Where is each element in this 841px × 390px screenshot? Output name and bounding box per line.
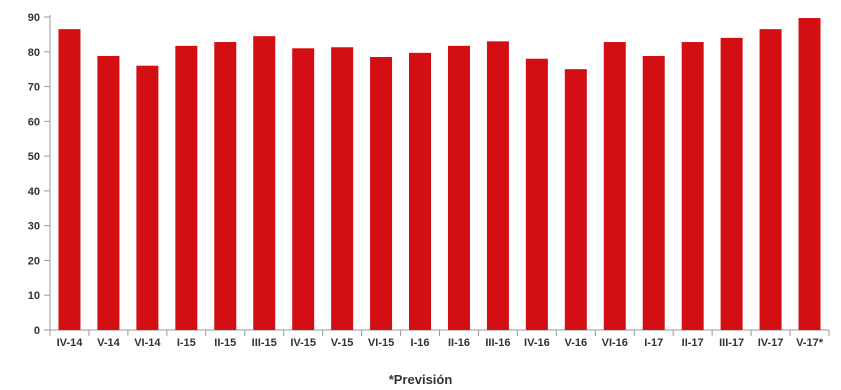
x-tick-label: VI-14 xyxy=(134,337,161,349)
y-tick-label: 20 xyxy=(28,255,40,267)
x-tick-label: III-16 xyxy=(485,337,510,349)
bar xyxy=(214,42,237,330)
y-tick-label: 70 xyxy=(28,82,40,94)
bar xyxy=(681,42,704,330)
x-tick-label: V-16 xyxy=(565,337,588,349)
bars-group xyxy=(58,18,821,331)
bar xyxy=(331,47,354,331)
bar xyxy=(486,41,509,330)
y-tick-label: 60 xyxy=(28,116,40,128)
bar xyxy=(58,29,81,331)
bar xyxy=(175,45,198,331)
x-tick-label: I-17 xyxy=(644,337,663,349)
y-tick-label: 90 xyxy=(28,12,40,24)
footnote: *Previsión xyxy=(388,372,453,387)
bar-chart: 0 10 20 30 40 50 60 70 80 90 IV-14 V-14 VI-14 I-15 II… xyxy=(28,12,830,349)
bar xyxy=(759,29,782,331)
bar xyxy=(370,56,393,330)
x-tick-label: V-15 xyxy=(331,337,354,349)
x-tick-label: IV-14 xyxy=(57,337,84,349)
bar xyxy=(603,42,626,330)
y-tick-label: 0 xyxy=(34,325,40,337)
bar xyxy=(642,55,665,330)
bar xyxy=(136,65,159,330)
y-tick-label: 10 xyxy=(28,290,40,302)
x-tick-label: III-17 xyxy=(719,337,744,349)
x-tick-label: VI-15 xyxy=(368,337,394,349)
x-tick-label: V-14 xyxy=(97,337,121,349)
x-tick-label: II-17 xyxy=(682,337,704,349)
x-tick-label: I-16 xyxy=(411,337,430,349)
y-tick-label: 40 xyxy=(28,186,40,198)
x-tick-label: IV-16 xyxy=(524,337,550,349)
bar xyxy=(253,36,276,330)
x-axis: IV-14 V-14 VI-14 I-15 II-15 III-15 IV-15 V-15 VI… xyxy=(49,329,830,349)
bar xyxy=(447,45,470,331)
x-tick-label: II-15 xyxy=(214,337,236,349)
bar xyxy=(564,69,587,331)
x-tick-label: II-16 xyxy=(448,337,470,349)
y-tick-label: 50 xyxy=(28,151,40,163)
y-tick-label: 80 xyxy=(28,47,40,59)
x-tick-label: I-15 xyxy=(177,337,196,349)
x-tick-label: IV-17 xyxy=(758,337,784,349)
bar xyxy=(292,48,315,331)
bar xyxy=(97,55,120,330)
bar xyxy=(409,52,432,331)
y-axis: 0 10 20 30 40 50 60 70 80 90 xyxy=(28,12,51,337)
y-tick-label: 30 xyxy=(28,221,40,233)
bar xyxy=(720,37,743,330)
bar xyxy=(525,58,548,330)
x-tick-label: V-17* xyxy=(796,337,824,349)
bar xyxy=(798,18,821,330)
x-tick-label: VI-16 xyxy=(602,337,628,349)
x-tick-label: III-15 xyxy=(252,337,277,349)
x-tick-label: IV-15 xyxy=(290,337,316,349)
